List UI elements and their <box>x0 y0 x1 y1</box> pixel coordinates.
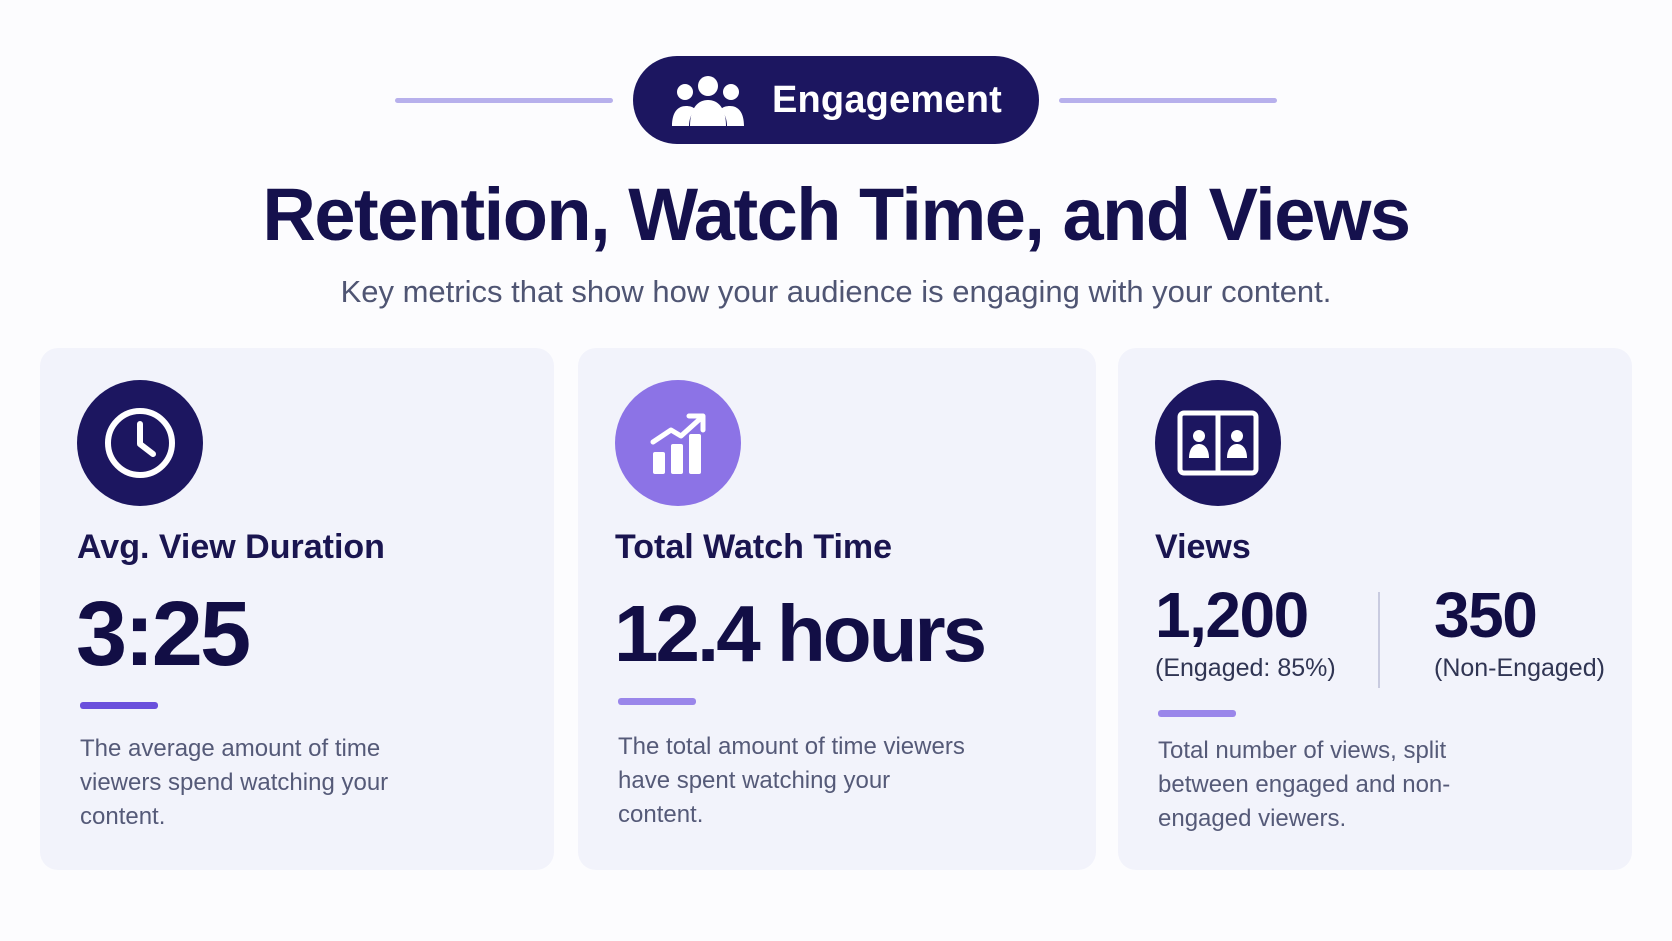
video-grid-icon <box>1177 410 1259 476</box>
non-engaged-views-label: (Non-Engaged) <box>1434 654 1605 682</box>
engaged-views-value: 1,200 <box>1155 579 1309 651</box>
chart-icon-badge <box>615 380 741 506</box>
card-description: Total number of views, split between eng… <box>1158 737 1451 832</box>
chart-growth-icon <box>650 413 706 474</box>
users-icon <box>671 76 744 126</box>
card-title: Views <box>1155 528 1251 566</box>
metric-value: 12.4 hours <box>614 589 987 678</box>
decorative-line-right <box>1059 97 1277 103</box>
non-engaged-views-value: 350 <box>1434 579 1538 651</box>
clock-icon <box>105 408 175 478</box>
engaged-views-label: (Engaged: 85%) <box>1155 654 1336 682</box>
page-title: Retention, Watch Time, and Views <box>262 173 1411 256</box>
accent-bar <box>80 702 158 709</box>
non-engaged-views-stat: 350 (Non-Engaged) <box>1434 580 1605 683</box>
accent-bar <box>1158 710 1236 717</box>
metric-value: 3:25 <box>76 583 251 685</box>
decorative-line-left <box>395 97 613 103</box>
stat-divider <box>1378 592 1380 688</box>
card-title: Total Watch Time <box>615 528 893 566</box>
video-grid-icon-badge <box>1155 380 1281 506</box>
card-title: Avg. View Duration <box>77 528 385 566</box>
engaged-views-stat: 1,200 (Engaged: 85%) <box>1155 580 1336 683</box>
metric-card-avg-view-duration: Avg. View Duration 3:25 The average amou… <box>40 348 554 870</box>
engagement-badge: Engagement <box>633 56 1039 144</box>
card-description: The average amount of time viewers spend… <box>80 735 389 830</box>
card-description: The total amount of time viewers have sp… <box>618 733 965 828</box>
badge-label: Engagement <box>771 78 1003 121</box>
section-header: Engagement <box>0 56 1672 144</box>
page-subtitle: Key metrics that show how your audience … <box>340 274 1332 309</box>
accent-bar <box>618 698 696 705</box>
metric-card-views: Views 1,200 (Engaged: 85%) 350 (Non-Enga… <box>1118 348 1632 870</box>
clock-icon-badge <box>77 380 203 506</box>
metric-card-total-watch-time: Total Watch Time 12.4 hours The total am… <box>578 348 1096 870</box>
